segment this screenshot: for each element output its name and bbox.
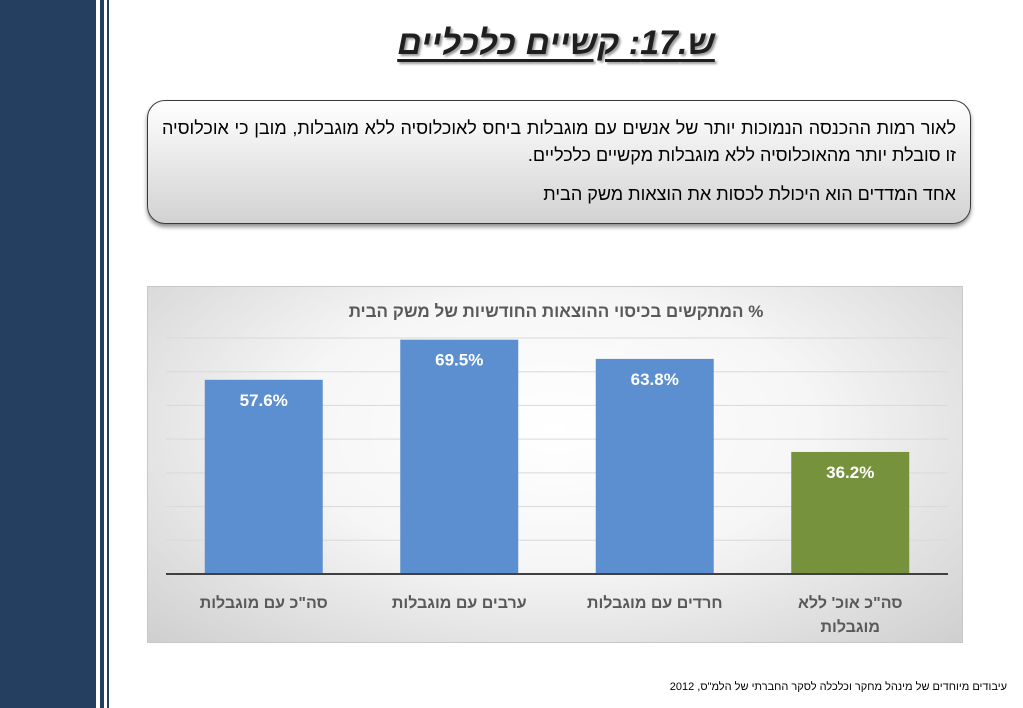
data-label: 57.6% (240, 391, 288, 410)
intro-paragraph-2: אחד המדדים הוא היכולת לכסות את הוצאות מש… (543, 184, 956, 204)
bar (595, 358, 714, 574)
data-label: 69.5% (435, 351, 483, 370)
category-label: ערבים עם מוגבלות (392, 594, 527, 612)
data-label: 63.8% (631, 370, 679, 389)
bar (791, 451, 910, 574)
bar-chart: % המתקשים בכיסוי ההוצאות החודשיות של משק… (166, 302, 948, 636)
source-footnote: עיבודים מיוחדים של מינהל מחקר וכלכלה לסק… (669, 681, 1007, 693)
sidebar-stripe (100, 0, 104, 708)
intro-paragraph: לאור רמות ההכנסה הנמוכות יותר של אנשים ע… (162, 118, 956, 165)
bar (400, 339, 519, 574)
category-label: סה"כ אוכ' ללא מוגבלות (798, 594, 903, 636)
page-title: ש.17: קשיים כלכליים (397, 24, 715, 62)
bar (204, 379, 323, 574)
chart-area: % המתקשים בכיסוי ההוצאות החודשיות של משק… (147, 286, 963, 643)
sidebar-panel (0, 0, 96, 708)
chart-title: % המתקשים בכיסוי ההוצאות החודשיות של משק… (349, 302, 764, 321)
category-label: סה"כ עם מוגבלות (200, 594, 328, 612)
data-label: 36.2% (826, 463, 874, 482)
category-label: חרדים עם מוגבלות (587, 594, 723, 612)
sidebar-stripe-thin (107, 0, 109, 708)
intro-text-box: לאור רמות ההכנסה הנמוכות יותר של אנשים ע… (147, 100, 971, 224)
